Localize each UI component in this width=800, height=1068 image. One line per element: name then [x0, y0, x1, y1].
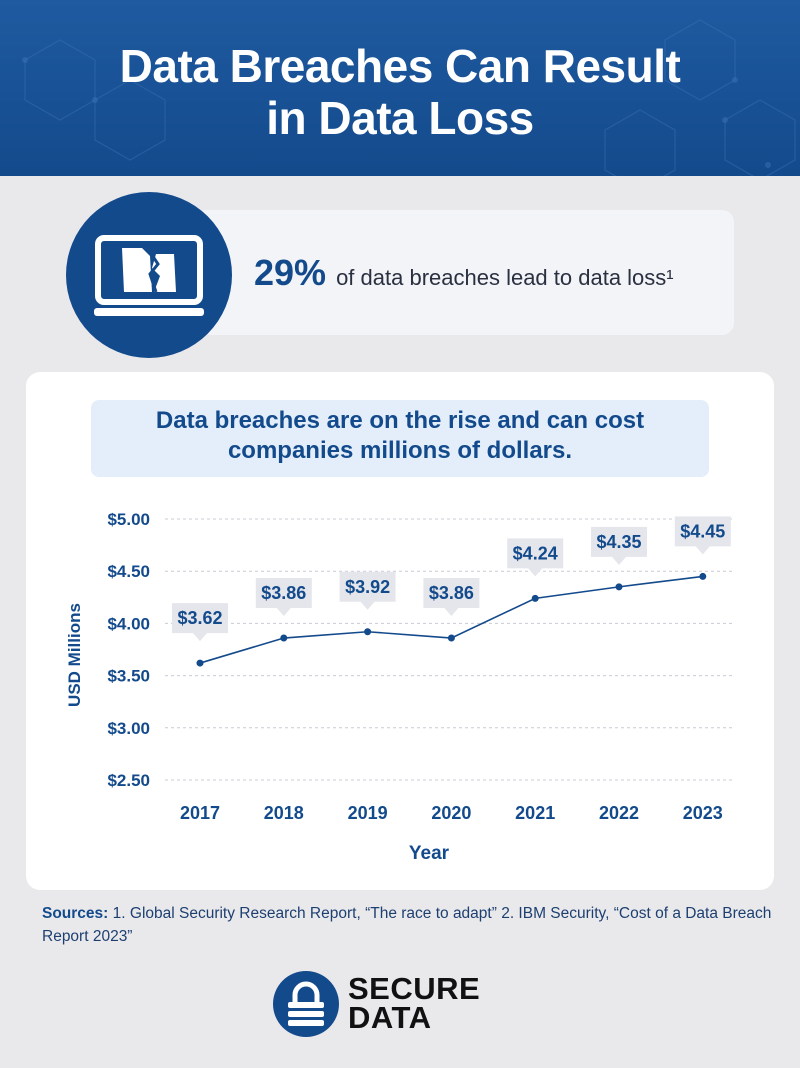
data-label-box: [674, 516, 731, 555]
chart-title-box: [91, 400, 709, 477]
logo-wordmark: SECURE DATA: [348, 971, 481, 1035]
padlock-icon: [288, 981, 324, 1026]
stat-value: 29%: [254, 252, 327, 293]
stat-description: of data breaches lead to data loss¹: [336, 265, 674, 290]
y-axis-label: USD Millions: [65, 603, 84, 707]
sources-note: Sources: 1. Global Security Research Rep…: [42, 902, 772, 948]
x-tick-label: 2019: [348, 803, 388, 823]
logo-mark: [273, 971, 339, 1037]
data-point: [531, 594, 539, 602]
x-tick-label: 2022: [599, 803, 639, 823]
data-point: [615, 583, 623, 591]
sources-text: 1. Global Security Research Report, “The…: [42, 905, 772, 945]
y-tick-label: $3.00: [107, 719, 150, 738]
x-tick-label: 2020: [431, 803, 471, 823]
header-banner: Data Breaches Can Result in Data Loss: [0, 0, 800, 176]
logo-line-1: SECURE: [348, 971, 481, 1006]
chart-title: Data breaches are on the rise and can co…: [91, 406, 709, 466]
x-tick-label: 2021: [515, 803, 555, 823]
stat-text: 29% of data breaches lead to data loss¹: [254, 252, 674, 296]
data-label: $4.24: [513, 543, 558, 563]
y-tick-label: $3.50: [107, 667, 150, 686]
y-tick-label: $2.50: [107, 771, 150, 790]
data-label-box: [339, 571, 396, 610]
x-tick-label: 2023: [683, 803, 723, 823]
data-label: $4.45: [680, 521, 725, 541]
page-title: Data Breaches Can Result in Data Loss: [0, 40, 800, 144]
hexagon-pattern: [22, 19, 796, 176]
broken-document-monitor-icon: [94, 235, 204, 316]
data-point: [196, 659, 204, 667]
title-line-2: in Data Loss: [266, 92, 534, 144]
data-label: $3.62: [177, 608, 222, 628]
chart-title-line-2: companies millions of dollars.: [227, 437, 573, 464]
title-line-1: Data Breaches Can Result: [119, 40, 681, 92]
y-tick-label: $4.00: [107, 614, 150, 633]
x-tick-label: 2018: [264, 803, 304, 823]
stat-card: [180, 210, 734, 335]
data-point: [364, 628, 372, 636]
data-point: [280, 634, 288, 642]
x-axis-label: Year: [409, 843, 450, 864]
data-point: [447, 634, 455, 642]
y-tick-label: $4.50: [107, 562, 150, 581]
stat-icon-circle: [66, 192, 232, 358]
data-label-box: [507, 538, 564, 577]
chart-title-line-1: Data breaches are on the rise and can co…: [155, 407, 645, 434]
y-tick-label: $5.00: [107, 510, 150, 529]
sources-label: Sources:: [42, 905, 109, 922]
data-point: [699, 572, 707, 580]
data-label: $3.86: [429, 583, 474, 603]
logo-line-2: DATA: [348, 1000, 432, 1035]
data-label-box: [255, 578, 312, 617]
data-label: $3.86: [261, 583, 306, 603]
data-label-box: [591, 526, 647, 565]
data-label: $4.35: [596, 532, 641, 552]
data-label: $3.92: [345, 577, 390, 597]
data-label-box: [172, 603, 228, 642]
data-label-box: [423, 578, 480, 617]
x-tick-label: 2017: [180, 803, 220, 823]
